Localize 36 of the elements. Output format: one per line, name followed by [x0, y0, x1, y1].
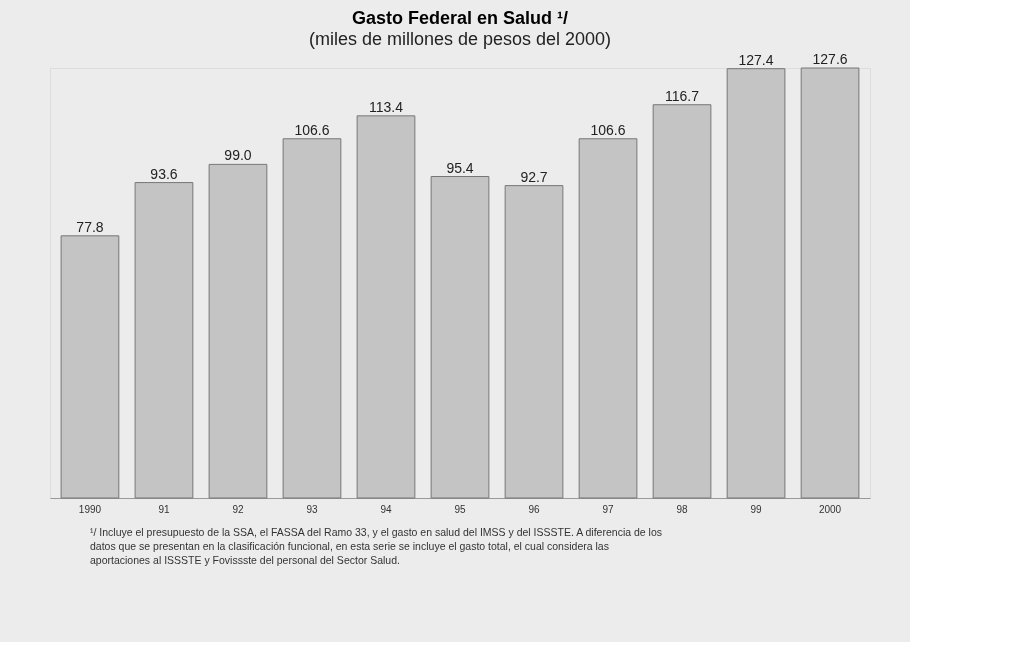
x-tick-label: 96 — [528, 503, 541, 515]
x-tick-label: 98 — [676, 503, 689, 515]
bar — [356, 115, 416, 499]
x-tick-label: 99 — [750, 503, 763, 515]
chart-subtitle: (miles de millones de pesos del 2000) — [308, 29, 612, 49]
chart-title: Gasto Federal en Salud ¹/ — [351, 8, 569, 28]
bar — [652, 104, 712, 499]
data-label: 127.6 — [812, 51, 848, 67]
data-label: 106.6 — [294, 121, 330, 138]
data-label: 116.7 — [665, 87, 700, 104]
x-tick-label: 91 — [158, 503, 170, 515]
data-label: 77.8 — [76, 218, 104, 235]
x-tick-label: 93 — [306, 503, 318, 515]
bar — [800, 67, 860, 499]
x-tick-label: 94 — [380, 503, 392, 515]
data-label: 106.6 — [590, 121, 626, 138]
bar — [726, 68, 786, 499]
data-label: 127.4 — [738, 51, 774, 68]
data-label: 113.4 — [368, 98, 404, 115]
data-label: 99.0 — [224, 147, 252, 164]
text: ¹/ Incluye el presupuesto de la SSA, el FASSA del Ramo 33, y el gasto en salud del IMSS y del ISSSTE. A diferencia de los datos que se presentan en la clasificación funcional, en esta serie se incluye el gasto total, el cual considera las aportaciones al ISSSTE y Fovissste del personal del Sector Salud. — [90, 526, 662, 566]
bar — [208, 163, 268, 499]
x-tick-label: 95 — [454, 503, 466, 515]
bar — [134, 182, 194, 499]
bar — [282, 138, 342, 499]
data-label: 95.4 — [446, 159, 474, 176]
data-label: 93.6 — [150, 165, 178, 182]
bar — [504, 185, 564, 499]
bar — [60, 235, 120, 499]
bar — [430, 176, 490, 499]
x-tick-label: 1990 — [78, 503, 102, 515]
x-tick-label: 97 — [602, 503, 615, 515]
x-tick-label: 92 — [232, 503, 244, 515]
data-label: 92.7 — [520, 168, 548, 185]
x-tick-label: 2000 — [818, 503, 842, 515]
bar — [578, 138, 638, 499]
